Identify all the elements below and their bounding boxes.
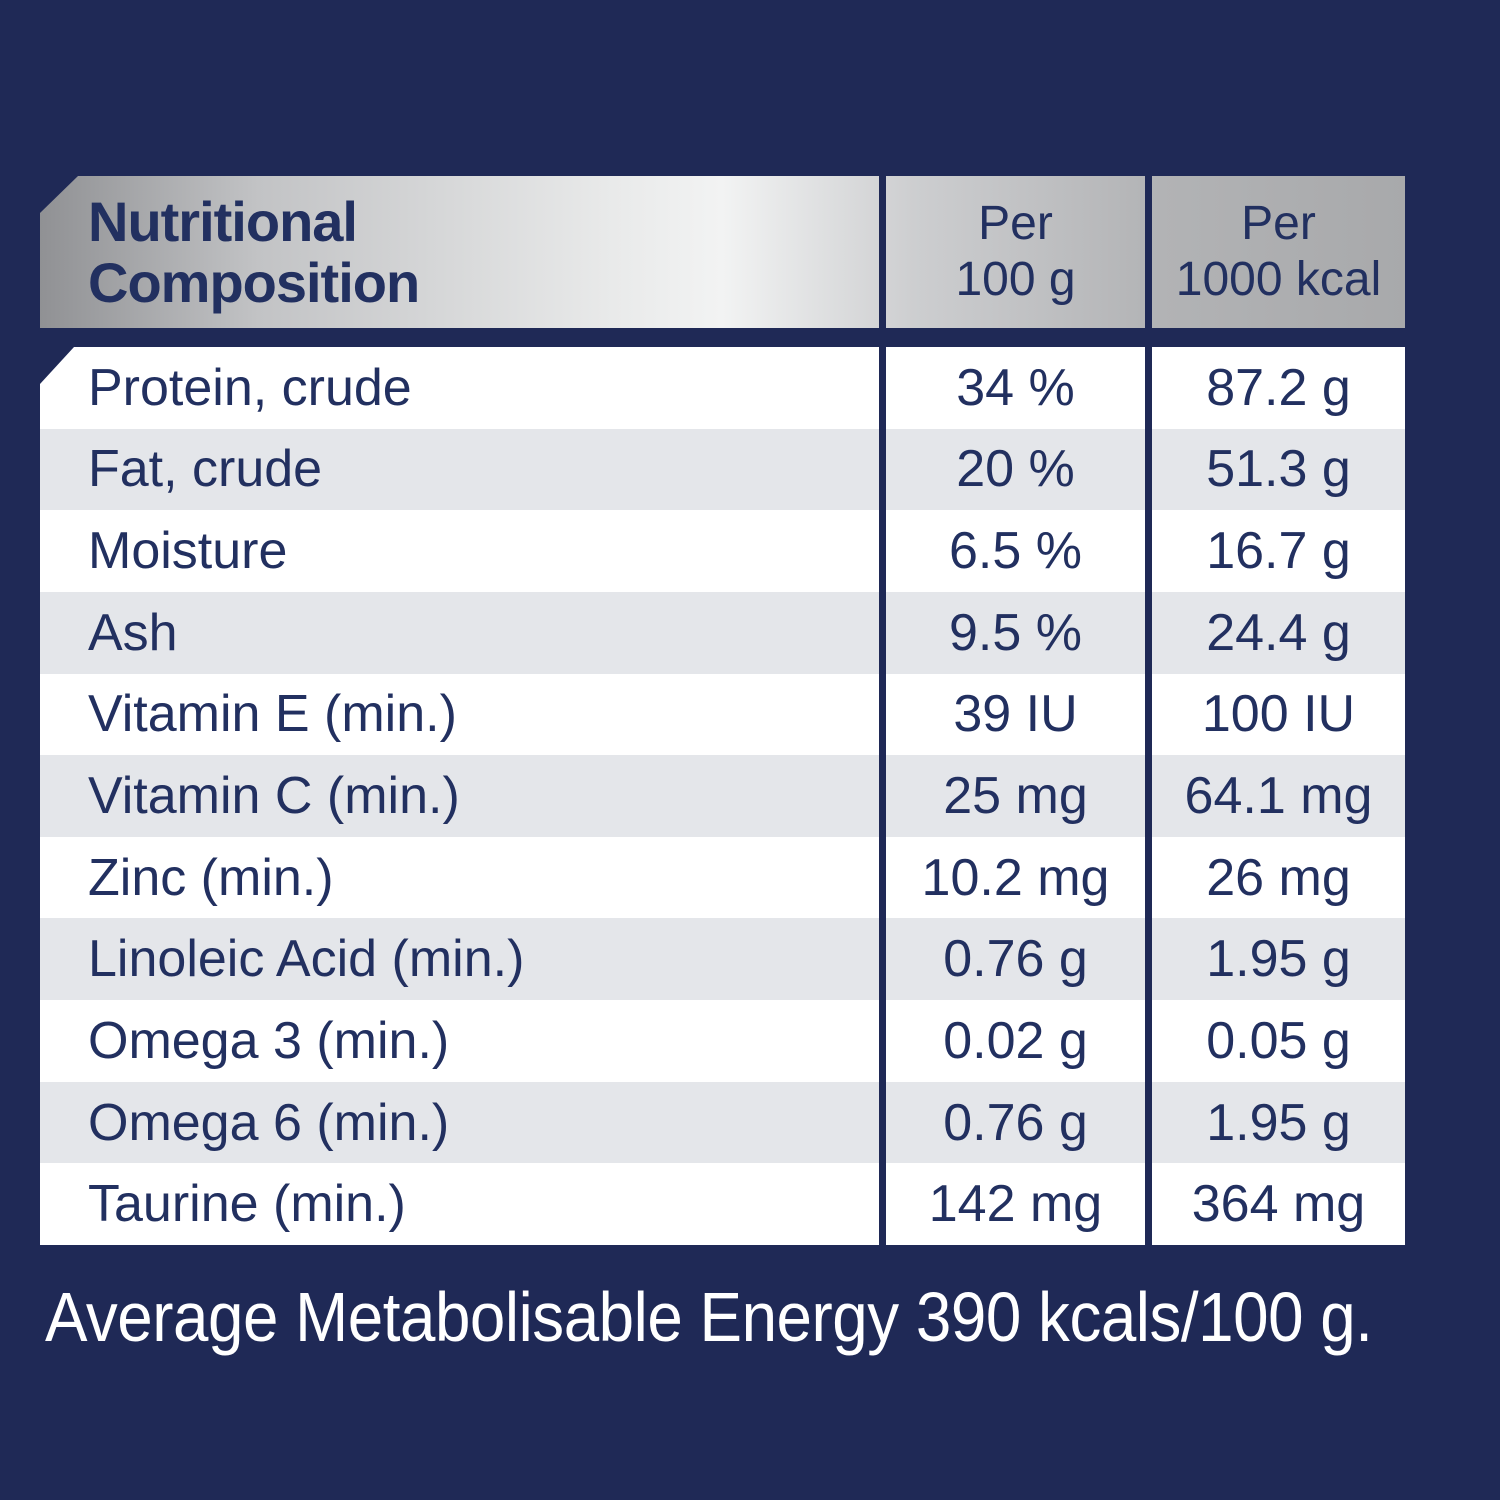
column-header-per-100g-cell: Per 100 g <box>879 176 1145 328</box>
column-header-per-1000kcal-cell: Per 1000 kcal <box>1145 176 1405 328</box>
row-value-per-1000kcal: 64.1 mg <box>1145 755 1405 837</box>
table-body: Protein, crude 34 % 87.2 g Fat, crude 20… <box>40 347 1405 1245</box>
row-value-per-1000kcal: 1.95 g <box>1145 1081 1405 1164</box>
row-value-per-100g: 25 mg <box>879 755 1145 837</box>
column-header-per-100g: Per 100 g <box>955 197 1076 306</box>
row-value-per-1000kcal: 100 IU <box>1145 673 1405 756</box>
row-value-per-1000kcal: 1.95 g <box>1145 918 1405 1001</box>
row-value-per-1000kcal: 26 mg <box>1145 836 1405 919</box>
row-label: Ash <box>88 603 178 662</box>
table-row: Taurine (min.) 142 mg 364 mg <box>40 1163 1405 1245</box>
row-value-per-100g: 0.76 g <box>879 1081 1145 1164</box>
row-label: Linoleic Acid (min.) <box>88 930 525 989</box>
energy-statement: Average Metabolisable Energy 390 kcals/1… <box>45 1278 1373 1356</box>
row-value-per-100g: 6.5 % <box>879 510 1145 592</box>
table-row: Moisture 6.5 % 16.7 g <box>40 510 1405 592</box>
row-value-per-1000kcal: 51.3 g <box>1145 428 1405 511</box>
row-label: Omega 6 (min.) <box>88 1093 450 1152</box>
row-value-per-1000kcal: 16.7 g <box>1145 510 1405 592</box>
row-value-per-100g: 142 mg <box>879 1163 1145 1245</box>
row-value-per-1000kcal: 87.2 g <box>1145 347 1405 429</box>
row-label: Vitamin C (min.) <box>88 767 460 826</box>
table-title: Nutritional Composition <box>88 190 420 314</box>
row-label: Zinc (min.) <box>88 848 334 907</box>
row-value-per-100g: 0.02 g <box>879 1000 1145 1082</box>
row-value-per-100g: 0.76 g <box>879 918 1145 1001</box>
table-row: Vitamin C (min.) 25 mg 64.1 mg <box>40 755 1405 837</box>
row-value-per-1000kcal: 0.05 g <box>1145 1000 1405 1082</box>
row-value-per-100g: 9.5 % <box>879 591 1145 674</box>
table-row: Zinc (min.) 10.2 mg 26 mg <box>40 836 1405 919</box>
table-row: Fat, crude 20 % 51.3 g <box>40 428 1405 511</box>
table-row: Linoleic Acid (min.) 0.76 g 1.95 g <box>40 918 1405 1001</box>
row-value-per-100g: 39 IU <box>879 673 1145 756</box>
row-value-per-100g: 34 % <box>879 347 1145 429</box>
column-header-per-1000kcal: Per 1000 kcal <box>1175 197 1382 306</box>
row-label: Moisture <box>88 522 288 581</box>
row-value-per-100g: 20 % <box>879 428 1145 511</box>
row-label: Vitamin E (min.) <box>88 685 457 744</box>
table-row: Ash 9.5 % 24.4 g <box>40 591 1405 674</box>
table-row: Protein, crude 34 % 87.2 g <box>40 347 1405 429</box>
row-value-per-1000kcal: 364 mg <box>1145 1163 1405 1245</box>
row-label: Fat, crude <box>88 440 323 499</box>
table-row: Omega 3 (min.) 0.02 g 0.05 g <box>40 1000 1405 1082</box>
table-header: Nutritional Composition Per 100 g Per 10… <box>40 176 1405 328</box>
table-row: Omega 6 (min.) 0.76 g 1.95 g <box>40 1081 1405 1164</box>
row-label: Taurine (min.) <box>88 1175 406 1234</box>
table-title-cell: Nutritional Composition <box>40 176 879 328</box>
row-label: Omega 3 (min.) <box>88 1011 450 1070</box>
row-label: Protein, crude <box>88 358 412 417</box>
table-row: Vitamin E (min.) 39 IU 100 IU <box>40 673 1405 756</box>
row-value-per-100g: 10.2 mg <box>879 836 1145 919</box>
row-value-per-1000kcal: 24.4 g <box>1145 591 1405 674</box>
